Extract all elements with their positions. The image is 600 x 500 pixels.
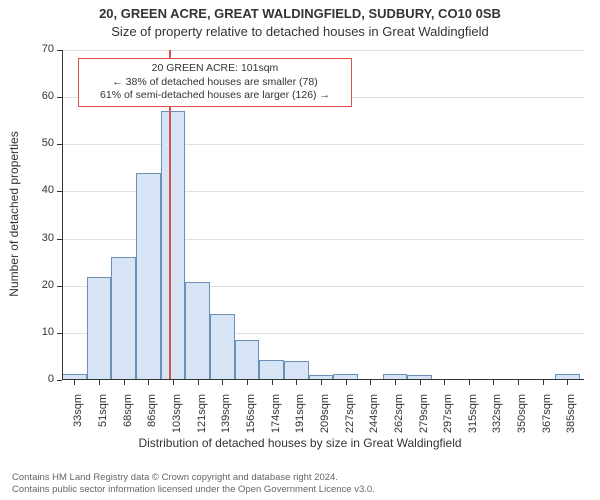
y-tick-label: 60 <box>28 90 54 102</box>
histogram-bar <box>210 314 235 380</box>
x-tick-mark <box>247 380 248 385</box>
y-tick-mark <box>57 191 62 192</box>
y-axis-spine <box>62 50 63 380</box>
x-tick-mark <box>420 380 421 385</box>
x-tick-label: 139sqm <box>220 394 232 442</box>
grid-line <box>62 144 584 145</box>
histogram-bar <box>235 340 260 380</box>
y-tick-mark <box>57 380 62 381</box>
x-tick-label: 315sqm <box>467 394 479 442</box>
x-tick-mark <box>124 380 125 385</box>
histogram-bar <box>136 173 161 380</box>
x-tick-label: 191sqm <box>294 394 306 442</box>
x-tick-label: 262sqm <box>393 394 405 442</box>
x-tick-label: 86sqm <box>146 394 158 442</box>
histogram-bar <box>111 257 136 380</box>
grid-line <box>62 50 584 51</box>
y-tick-label: 40 <box>28 184 54 196</box>
histogram-bar <box>185 282 210 380</box>
x-tick-mark <box>395 380 396 385</box>
x-tick-mark <box>272 380 273 385</box>
histogram-bar <box>259 360 284 380</box>
footer-line-2: Contains public sector information licen… <box>12 484 375 496</box>
x-tick-label: 174sqm <box>270 394 282 442</box>
y-tick-mark <box>57 97 62 98</box>
x-tick-mark <box>321 380 322 385</box>
x-tick-mark <box>370 380 371 385</box>
x-tick-label: 121sqm <box>196 394 208 442</box>
x-tick-mark <box>296 380 297 385</box>
x-tick-label: 297sqm <box>442 394 454 442</box>
x-tick-mark <box>74 380 75 385</box>
y-tick-label: 50 <box>28 137 54 149</box>
x-tick-mark <box>469 380 470 385</box>
title-address: 20, GREEN ACRE, GREAT WALDINGFIELD, SUDB… <box>0 6 600 21</box>
x-tick-label: 33sqm <box>72 394 84 442</box>
footer-attribution: Contains HM Land Registry data © Crown c… <box>12 472 375 496</box>
x-tick-label: 244sqm <box>368 394 380 442</box>
x-tick-label: 103sqm <box>171 394 183 442</box>
footer-line-1: Contains HM Land Registry data © Crown c… <box>12 472 375 484</box>
x-tick-mark <box>543 380 544 385</box>
x-tick-mark <box>198 380 199 385</box>
title-subtitle: Size of property relative to detached ho… <box>0 24 600 39</box>
y-tick-mark <box>57 144 62 145</box>
x-axis-spine <box>62 379 584 380</box>
x-tick-mark <box>567 380 568 385</box>
x-tick-mark <box>518 380 519 385</box>
x-tick-label: 156sqm <box>245 394 257 442</box>
x-tick-mark <box>444 380 445 385</box>
figure: 20, GREEN ACRE, GREAT WALDINGFIELD, SUDB… <box>0 0 600 500</box>
y-tick-label: 20 <box>28 279 54 291</box>
y-tick-label: 30 <box>28 232 54 244</box>
y-axis-label: Number of detached properties <box>7 124 21 304</box>
y-tick-label: 70 <box>28 43 54 55</box>
x-tick-label: 227sqm <box>344 394 356 442</box>
y-tick-mark <box>57 286 62 287</box>
annotation-box: 20 GREEN ACRE: 101sqm ← 38% of detached … <box>78 58 352 107</box>
y-tick-mark <box>57 239 62 240</box>
y-tick-mark <box>57 50 62 51</box>
histogram-bar <box>161 111 186 380</box>
annotation-line-2: ← 38% of detached houses are smaller (78… <box>85 76 345 90</box>
y-tick-mark <box>57 333 62 334</box>
x-tick-mark <box>222 380 223 385</box>
y-tick-label: 10 <box>28 326 54 338</box>
x-tick-mark <box>99 380 100 385</box>
x-tick-label: 385sqm <box>565 394 577 442</box>
x-tick-label: 332sqm <box>491 394 503 442</box>
x-tick-label: 209sqm <box>319 394 331 442</box>
x-tick-label: 367sqm <box>541 394 553 442</box>
x-tick-label: 350sqm <box>516 394 528 442</box>
x-tick-mark <box>493 380 494 385</box>
annotation-line-3: 61% of semi-detached houses are larger (… <box>85 89 345 103</box>
x-tick-mark <box>148 380 149 385</box>
x-tick-label: 51sqm <box>97 394 109 442</box>
histogram-bar <box>284 361 309 380</box>
annotation-line-1: 20 GREEN ACRE: 101sqm <box>85 62 345 76</box>
x-tick-label: 279sqm <box>418 394 430 442</box>
x-tick-mark <box>346 380 347 385</box>
y-tick-label: 0 <box>28 373 54 385</box>
x-tick-mark <box>173 380 174 385</box>
histogram-bar <box>87 277 112 380</box>
x-tick-label: 68sqm <box>122 394 134 442</box>
